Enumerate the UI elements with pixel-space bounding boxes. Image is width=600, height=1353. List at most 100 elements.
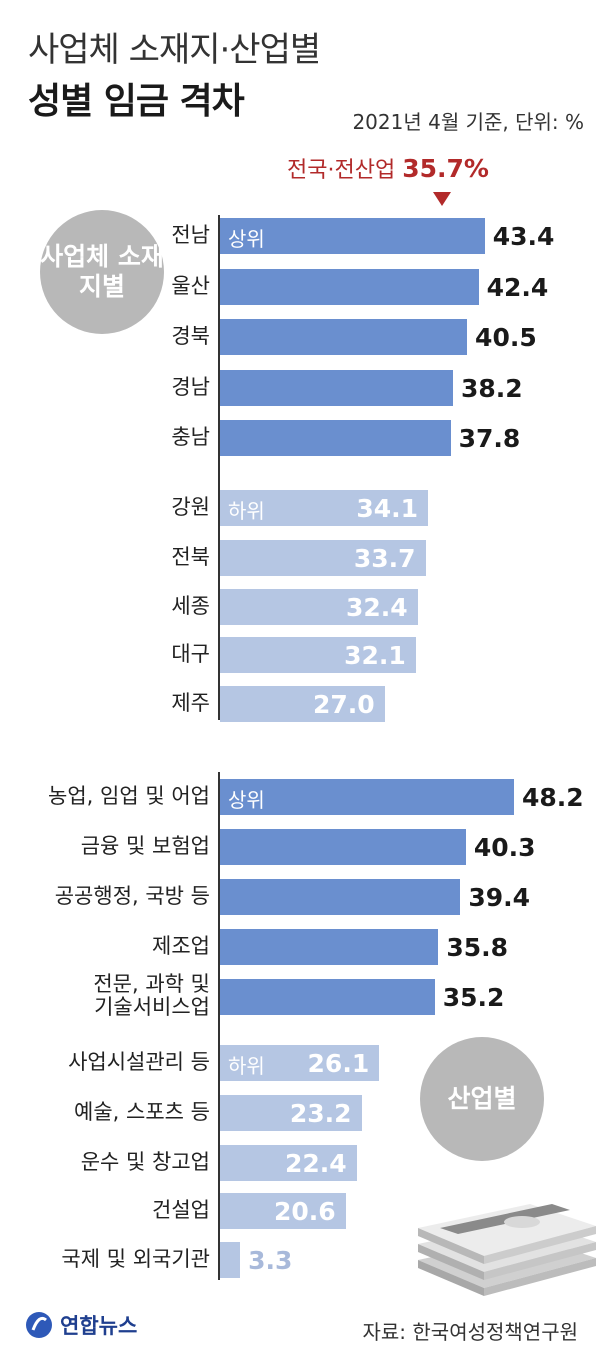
bar-bottom <box>220 1045 380 1081</box>
category-label: 강원 <box>171 495 210 519</box>
value-label: 23.2 <box>289 1099 352 1128</box>
yonhap-logo-icon <box>26 1312 52 1338</box>
category-label-line: 경북 <box>171 324 210 348</box>
value-label: 3.3 <box>248 1246 293 1275</box>
bar-top <box>220 370 454 406</box>
bar-bottom <box>220 1193 346 1229</box>
category-label: 사업시설관리 등 <box>68 1050 210 1074</box>
category-label-line: 농업, 임업 및 어업 <box>48 784 210 808</box>
value-label: 34.1 <box>356 494 419 523</box>
category-label-line: 강원 <box>171 495 210 519</box>
category-label-line: 대구 <box>171 642 210 666</box>
category-label-line: 전북 <box>171 545 210 569</box>
category-label: 경북 <box>171 324 210 348</box>
value-label: 42.4 <box>486 273 549 302</box>
national-average-marker-icon <box>433 192 451 206</box>
category-label-line: 전문, 과학 및 <box>93 972 210 996</box>
category-label-line: 공공행정, 국방 등 <box>54 884 210 908</box>
category-label: 농업, 임업 및 어업 <box>48 784 210 808</box>
category-label-line: 충남 <box>171 425 210 449</box>
bar-bottom <box>220 686 385 722</box>
value-label: 37.8 <box>458 424 521 453</box>
national-average-label: 전국·전산업 35.7% <box>287 152 489 184</box>
value-label: 32.4 <box>345 593 408 622</box>
category-label: 금융 및 보험업 <box>80 834 210 858</box>
bar-bottom <box>220 540 426 576</box>
industry-axis-line <box>218 772 220 1280</box>
category-label-line: 기술서비스업 <box>94 995 210 1020</box>
value-label: 39.4 <box>468 883 531 912</box>
category-label-line: 운수 및 창고업 <box>80 1150 210 1174</box>
category-label: 전문, 과학 및 기술서비스업 <box>93 972 210 1020</box>
value-label: 32.1 <box>344 641 406 670</box>
industry-group-label: 산업별 <box>420 1037 544 1161</box>
bar-top <box>220 779 515 815</box>
category-label: 예술, 스포츠 등 <box>74 1100 210 1124</box>
category-label: 운수 및 창고업 <box>80 1150 210 1174</box>
value-label: 27.0 <box>313 690 375 719</box>
bar-bottom <box>220 637 416 673</box>
bar-top <box>220 269 479 305</box>
rank-tag: 상위 <box>228 227 265 251</box>
category-label-line: 제주 <box>171 691 210 715</box>
value-label: 40.5 <box>475 323 537 352</box>
region-axis-line <box>218 215 220 720</box>
region-group-label: 사업체 소재지별 <box>40 210 164 334</box>
bar-top <box>220 319 468 355</box>
title-line-2: 성별 임금 격차 <box>28 81 245 122</box>
bar-top <box>220 929 439 965</box>
bar-top <box>220 879 461 915</box>
category-label: 국제 및 외국기관 <box>61 1247 210 1271</box>
value-label: 20.6 <box>273 1197 336 1226</box>
rank-tag: 상위 <box>228 788 265 812</box>
rank-tag: 하위 <box>228 499 265 523</box>
value-label: 22.4 <box>284 1149 347 1178</box>
national-average-value: 35.7% <box>402 154 489 183</box>
value-label: 35.8 <box>446 933 509 962</box>
yonhap-logo: 연합뉴스 <box>24 1310 137 1340</box>
category-label: 경남 <box>171 375 210 399</box>
category-label-line: 국제 및 외국기관 <box>61 1247 210 1271</box>
category-label: 전남 <box>171 223 210 247</box>
category-label: 울산 <box>171 274 210 298</box>
bar-bottom <box>220 1242 241 1278</box>
rank-tag: 하위 <box>228 1054 265 1078</box>
category-label-line: 금융 및 보험업 <box>80 834 210 858</box>
value-label: 35.2 <box>442 983 505 1012</box>
category-label-line: 건설업 <box>152 1198 210 1222</box>
category-label-line: 울산 <box>171 274 210 298</box>
category-label: 제조업 <box>152 934 210 958</box>
category-label: 전북 <box>171 545 210 569</box>
category-label: 제주 <box>171 691 210 715</box>
category-label: 공공행정, 국방 등 <box>54 884 210 908</box>
category-label: 건설업 <box>152 1198 210 1222</box>
category-label-line: 세종 <box>171 594 210 618</box>
national-average-caption: 전국·전산업 <box>287 158 396 183</box>
category-label: 대구 <box>171 642 210 666</box>
category-label-line: 전남 <box>171 223 210 247</box>
date-unit-note: 2021년 4월 기준, 단위: % <box>352 110 584 134</box>
bar-top <box>220 420 451 456</box>
value-label: 43.4 <box>492 222 555 251</box>
bar-top <box>220 218 485 254</box>
category-label: 세종 <box>171 594 210 618</box>
bar-bottom <box>220 1095 362 1131</box>
value-label: 26.1 <box>307 1049 370 1078</box>
logo-text: 연합뉴스 <box>60 1314 138 1338</box>
category-label-line: 예술, 스포츠 등 <box>74 1100 210 1124</box>
category-label: 충남 <box>171 425 210 449</box>
bar-bottom <box>220 490 428 526</box>
value-label: 48.2 <box>522 783 584 812</box>
value-label: 38.2 <box>461 374 523 403</box>
source-note: 자료: 한국여성정책연구원 <box>362 1320 579 1344</box>
value-label: 33.7 <box>353 544 416 573</box>
title-line-1: 사업체 소재지·산업별 <box>28 30 321 70</box>
category-label-line: 사업시설관리 등 <box>68 1050 210 1074</box>
bar-top <box>220 979 435 1015</box>
category-label-line: 제조업 <box>152 934 210 958</box>
money-stack-icon <box>418 1204 596 1296</box>
bar-bottom <box>220 1145 357 1181</box>
value-label: 40.3 <box>473 833 536 862</box>
bar-bottom <box>220 589 418 625</box>
